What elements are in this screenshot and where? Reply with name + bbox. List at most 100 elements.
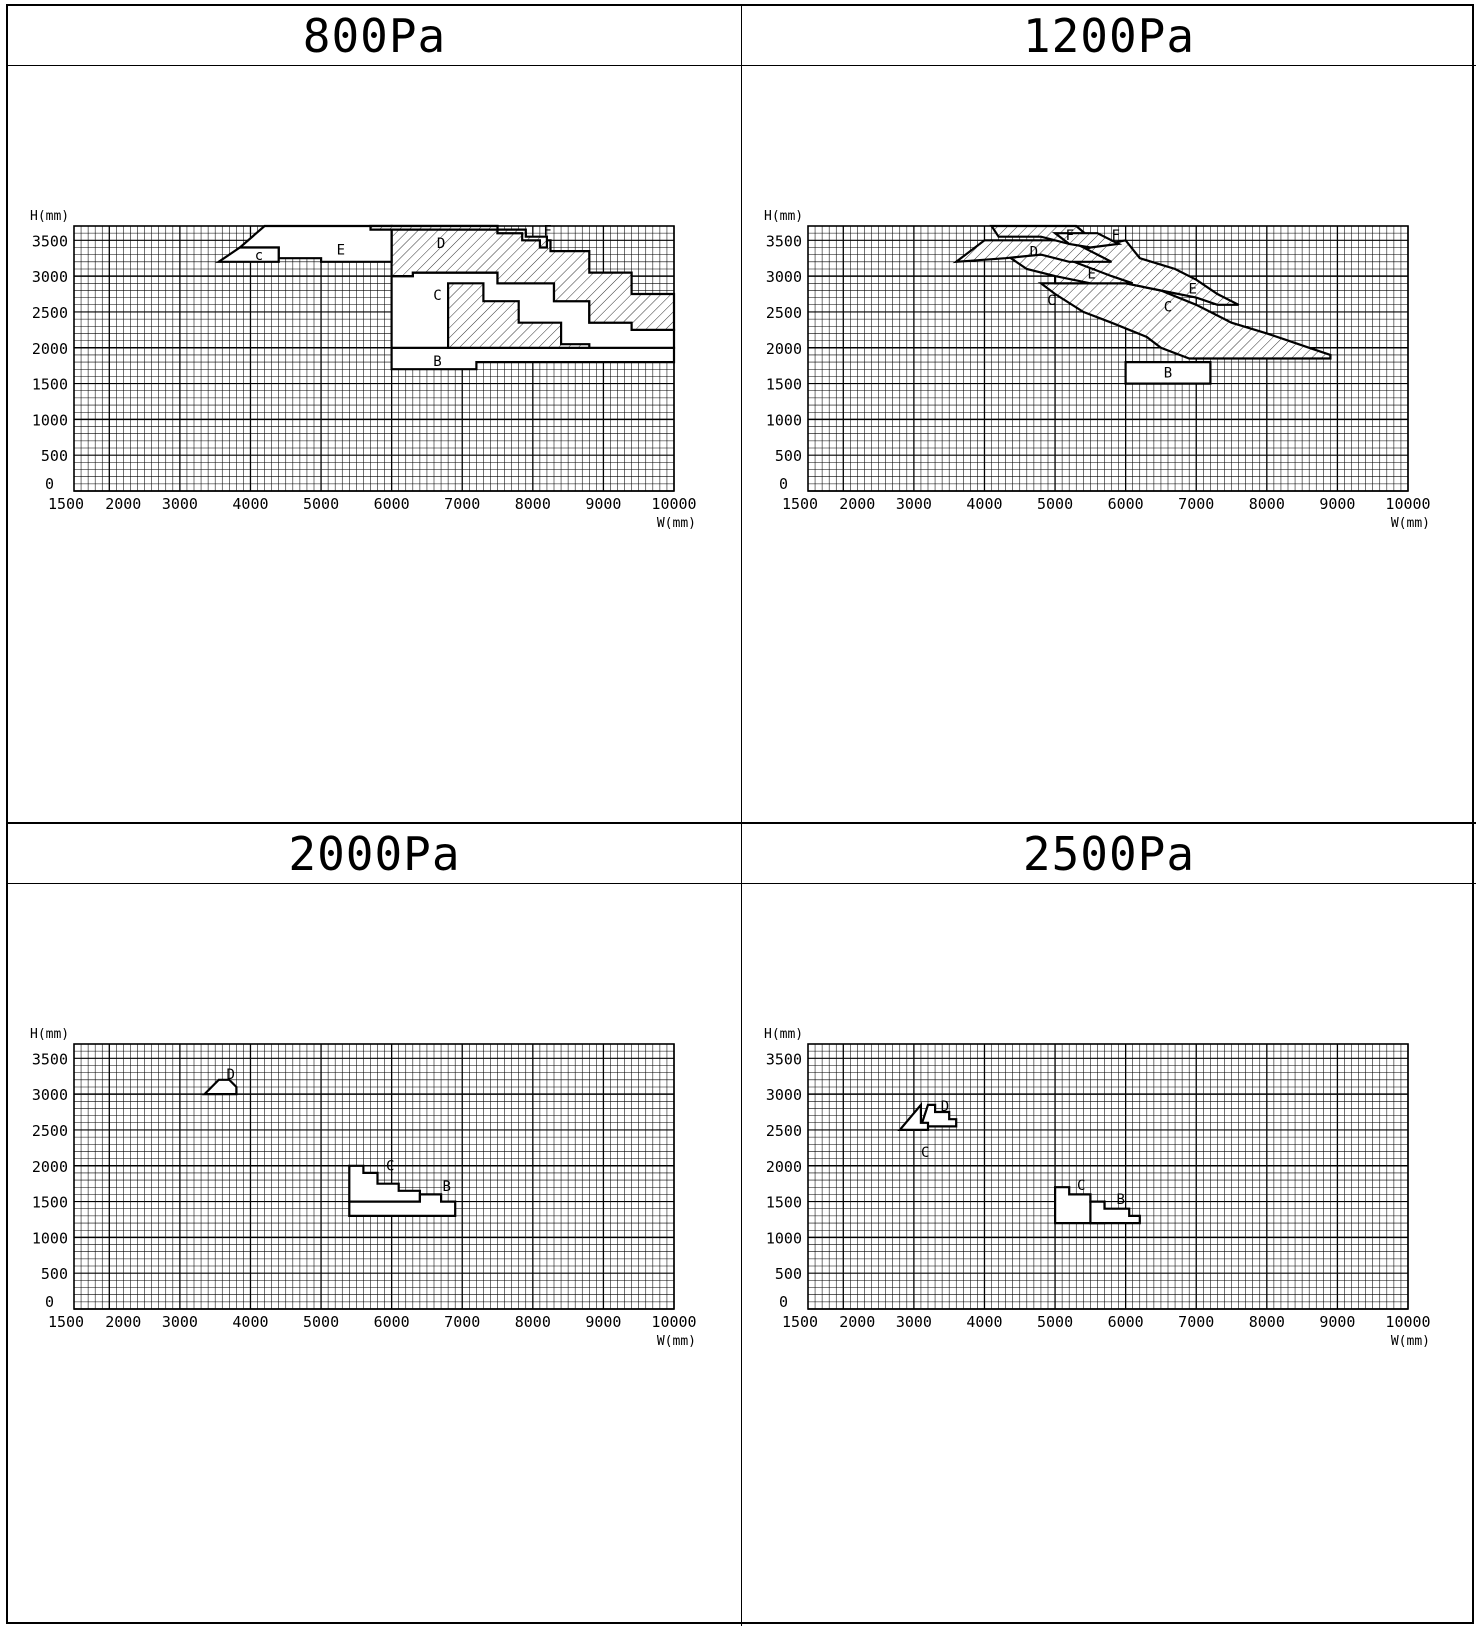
y-axis-label: H(mm) [764,209,803,224]
x-tick-label: 5000 [1037,1313,1073,1331]
y-tick-label: 2000 [32,1158,68,1176]
x-tick-label: 3000 [896,495,932,513]
region-c [897,1101,930,1131]
x-tick-label: 7000 [444,495,480,513]
y-tick-label: 1000 [32,1229,68,1247]
y-axis-label: H(mm) [30,1027,69,1042]
x-tick-label: 10000 [651,495,696,513]
region-label: B [433,354,441,370]
y-tick-label: 1000 [766,1229,802,1247]
region-c [1037,282,1332,360]
region-b [1089,1200,1141,1225]
x-tick-label: 9000 [585,495,621,513]
region-b [1124,361,1212,385]
y-tick-label: 0 [779,475,788,493]
y-tick-label: 1500 [766,1194,802,1212]
x-tick-label: 9000 [1319,1313,1355,1331]
y-tick-label: 1500 [32,376,68,394]
x-tick-label: 3000 [162,495,198,513]
plot-frame [807,225,1409,492]
x-tick-label: 6000 [1108,495,1144,513]
x-ticks: 1500 2000 3000 4000 5000 6000 7000 8000 9000 1000… [782,1313,1431,1331]
region-label: D [941,1099,949,1115]
y-tick-label: 2500 [766,304,802,322]
region-label: F [1112,228,1120,244]
x-tick-label: 7000 [444,1313,480,1331]
panel-title: 2500Pa [742,824,1476,884]
x-tick-label: 8000 [515,495,551,513]
plot-frame [807,1043,1409,1310]
y-tick-label: 500 [41,1265,68,1283]
region-label: F [543,224,551,240]
x-tick-label: 9000 [1319,495,1355,513]
y-tick-label: 500 [775,447,802,465]
regions: D C C B [897,1099,1141,1225]
region-d [952,239,1113,264]
x-ticks: 1500 2000 3000 4000 5000 6000 7000 8000 9000 1000… [48,1313,697,1331]
y-tick-label: 2500 [766,1122,802,1140]
x-axis-label: W(mm) [657,516,696,531]
region-f [369,224,549,249]
region-label: E [337,242,345,258]
y-tick-label: 0 [45,1293,54,1311]
x-tick-label: 1500 [782,495,818,513]
x-ticks: 1500 2000 3000 4000 5000 6000 7000 8000 9000 1000… [48,495,697,513]
region-d [919,1103,958,1128]
y-tick-label: 1000 [32,411,68,429]
y-tick-label: 500 [41,447,68,465]
region-label: D [226,1067,234,1083]
region-label: C [433,288,441,304]
region-label: F [1066,228,1074,244]
region-label: B [1164,366,1172,382]
y-axis-label: H(mm) [764,1027,803,1042]
x-tick-label: 10000 [651,1313,696,1331]
panel-title: 800Pa [8,6,741,66]
region-c [447,282,591,349]
chart-panel-2500pa: 2500Pa D C C B 1500 2000 3000 4000 5000 6000 7000 8… [742,824,1476,1626]
panel-title: 2000Pa [8,824,741,884]
x-tick-label: 10000 [1385,1313,1430,1331]
y-tick-label: 3500 [32,232,68,250]
x-tick-label: 6000 [374,495,410,513]
region-d [201,1078,238,1096]
y-tick-label: 500 [775,1265,802,1283]
x-tick-label: 8000 [1249,1313,1285,1331]
y-tick-label: 0 [45,475,54,493]
region-label: C [1077,1178,1085,1194]
regions: B C D Ec F [215,224,676,371]
y-tick-label: 2000 [766,340,802,358]
x-tick-label: 5000 [1037,495,1073,513]
y-axis-label: H(mm) [30,209,69,224]
region-c [215,246,280,263]
x-tick-label: 8000 [515,1313,551,1331]
x-tick-label: 8000 [1249,495,1285,513]
x-tick-label: 5000 [303,495,339,513]
region-label: c [255,248,263,264]
y-tick-label: 3500 [766,232,802,250]
x-tick-label: 4000 [232,1313,268,1331]
y-ticks: 0 500 1000 1500 2000 2500 3000 3500 [32,1050,68,1311]
y-tick-label: 3500 [766,1050,802,1068]
x-tick-label: 1500 [48,495,84,513]
region-b [348,1193,457,1217]
y-tick-label: 0 [779,1293,788,1311]
region-label: B [442,1179,450,1195]
regions: D C B [201,1067,457,1217]
x-tick-label: 2000 [105,1313,141,1331]
region-label: B [1116,1192,1124,1208]
x-tick-label: 6000 [1108,1313,1144,1331]
y-tick-label: 3000 [32,268,68,286]
x-axis-label: W(mm) [657,1334,696,1349]
region-label: C [1164,300,1172,316]
x-tick-label: 4000 [966,495,1002,513]
x-tick-label: 6000 [374,1313,410,1331]
y-tick-label: 2500 [32,1122,68,1140]
x-axis-label: W(mm) [1391,516,1430,531]
x-tick-label: 3000 [896,1313,932,1331]
x-tick-label: 2000 [839,495,875,513]
